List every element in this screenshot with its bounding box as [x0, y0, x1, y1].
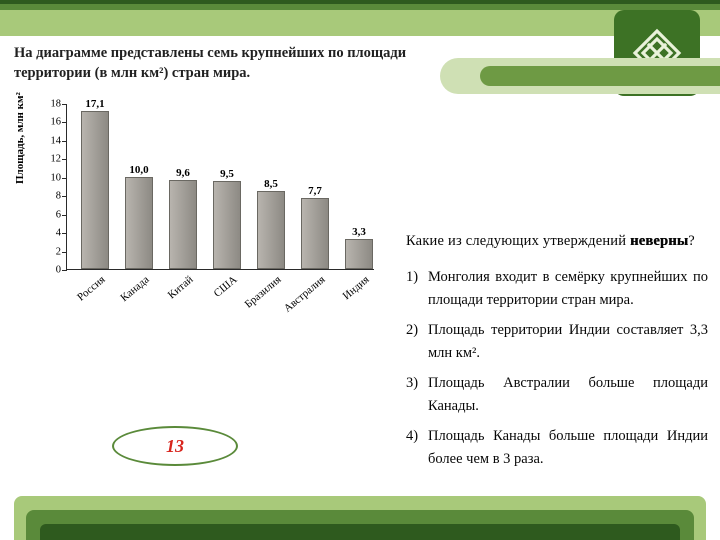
- x-category-label: Индия: [337, 269, 372, 302]
- bar: [257, 191, 284, 269]
- statement-number: 3): [406, 372, 428, 417]
- statement-number: 4): [406, 425, 428, 470]
- y-tick-mark: [62, 252, 67, 253]
- top-band: [0, 0, 720, 36]
- bar-value-label: 10,0: [129, 164, 148, 176]
- bar: [169, 180, 196, 269]
- y-tick-mark: [62, 122, 67, 123]
- y-tick-mark: [62, 270, 67, 271]
- y-tick-mark: [62, 159, 67, 160]
- bar-value-label: 9,5: [220, 168, 234, 180]
- bar-value-label: 8,5: [264, 178, 278, 190]
- y-tick-label: 6: [37, 209, 61, 220]
- statement-text: Площадь Австралии больше площади Канады.: [428, 372, 708, 417]
- header-ribbon-inner: [480, 66, 720, 86]
- y-tick-label: 2: [37, 246, 61, 257]
- bar: [81, 111, 108, 269]
- answer-badge: 13: [112, 426, 238, 466]
- band-light: [0, 10, 720, 36]
- y-tick-label: 12: [37, 154, 61, 165]
- y-tick-label: 16: [37, 117, 61, 128]
- statement-number: 1): [406, 266, 428, 311]
- statement-number: 2): [406, 319, 428, 364]
- statement-text: Площадь Канады больше площади Индии боле…: [428, 425, 708, 470]
- bar-value-label: 7,7: [308, 185, 322, 197]
- y-tick-mark: [62, 215, 67, 216]
- bottom-band-inner: [40, 524, 680, 540]
- y-tick-mark: [62, 104, 67, 105]
- bar-chart: Площадь, млн км² 02468101214161817,1Росс…: [18, 96, 388, 334]
- x-category-label: США: [208, 269, 240, 300]
- statements-list: 1)Монголия входит в семёрку крупнейших п…: [406, 266, 708, 470]
- y-tick-label: 4: [37, 228, 61, 239]
- lead-bold: неверны: [630, 233, 688, 249]
- question-block: Какие из следующих утверждений неверны? …: [406, 230, 708, 478]
- x-category-label: Бразилия: [239, 269, 284, 311]
- y-tick-mark: [62, 233, 67, 234]
- y-tick-label: 0: [37, 265, 61, 276]
- plot-area: 02468101214161817,1Россия10,0Канада9,6Ки…: [66, 104, 374, 270]
- answer-value: 13: [166, 436, 184, 457]
- statement: 3)Площадь Австралии больше площади Канад…: [406, 372, 708, 417]
- bar: [345, 239, 372, 269]
- x-category-label: Россия: [72, 269, 108, 304]
- question-lead: Какие из следующих утверждений неверны?: [406, 230, 708, 252]
- statement-text: Площадь территории Индии составляет 3,3 …: [428, 319, 708, 364]
- bottom-band: [0, 496, 720, 540]
- x-category-label: Канада: [115, 269, 152, 304]
- y-tick-label: 10: [37, 172, 61, 183]
- lead-text: Какие из следующих утверждений: [406, 233, 630, 249]
- y-axis-label: Площадь, млн км²: [14, 92, 26, 184]
- prompt-text: На диаграмме представлены семь крупнейши…: [14, 44, 446, 83]
- lead-tail: ?: [688, 233, 695, 249]
- statement: 1)Монголия входит в семёрку крупнейших п…: [406, 266, 708, 311]
- bar: [301, 198, 328, 269]
- y-tick-mark: [62, 178, 67, 179]
- statement: 4)Площадь Канады больше площади Индии бо…: [406, 425, 708, 470]
- bar-value-label: 9,6: [176, 167, 190, 179]
- statement: 2)Площадь территории Индии составляет 3,…: [406, 319, 708, 364]
- statement-text: Монголия входит в семёрку крупнейших по …: [428, 266, 708, 311]
- x-category-label: Австралия: [278, 269, 328, 315]
- y-tick-label: 18: [37, 99, 61, 110]
- bar: [213, 181, 240, 269]
- y-tick-mark: [62, 196, 67, 197]
- y-tick-label: 8: [37, 191, 61, 202]
- y-tick-mark: [62, 141, 67, 142]
- bar: [125, 177, 152, 269]
- bar-value-label: 17,1: [85, 98, 104, 110]
- y-tick-label: 14: [37, 135, 61, 146]
- x-category-label: Китай: [162, 269, 196, 301]
- bar-value-label: 3,3: [352, 226, 366, 238]
